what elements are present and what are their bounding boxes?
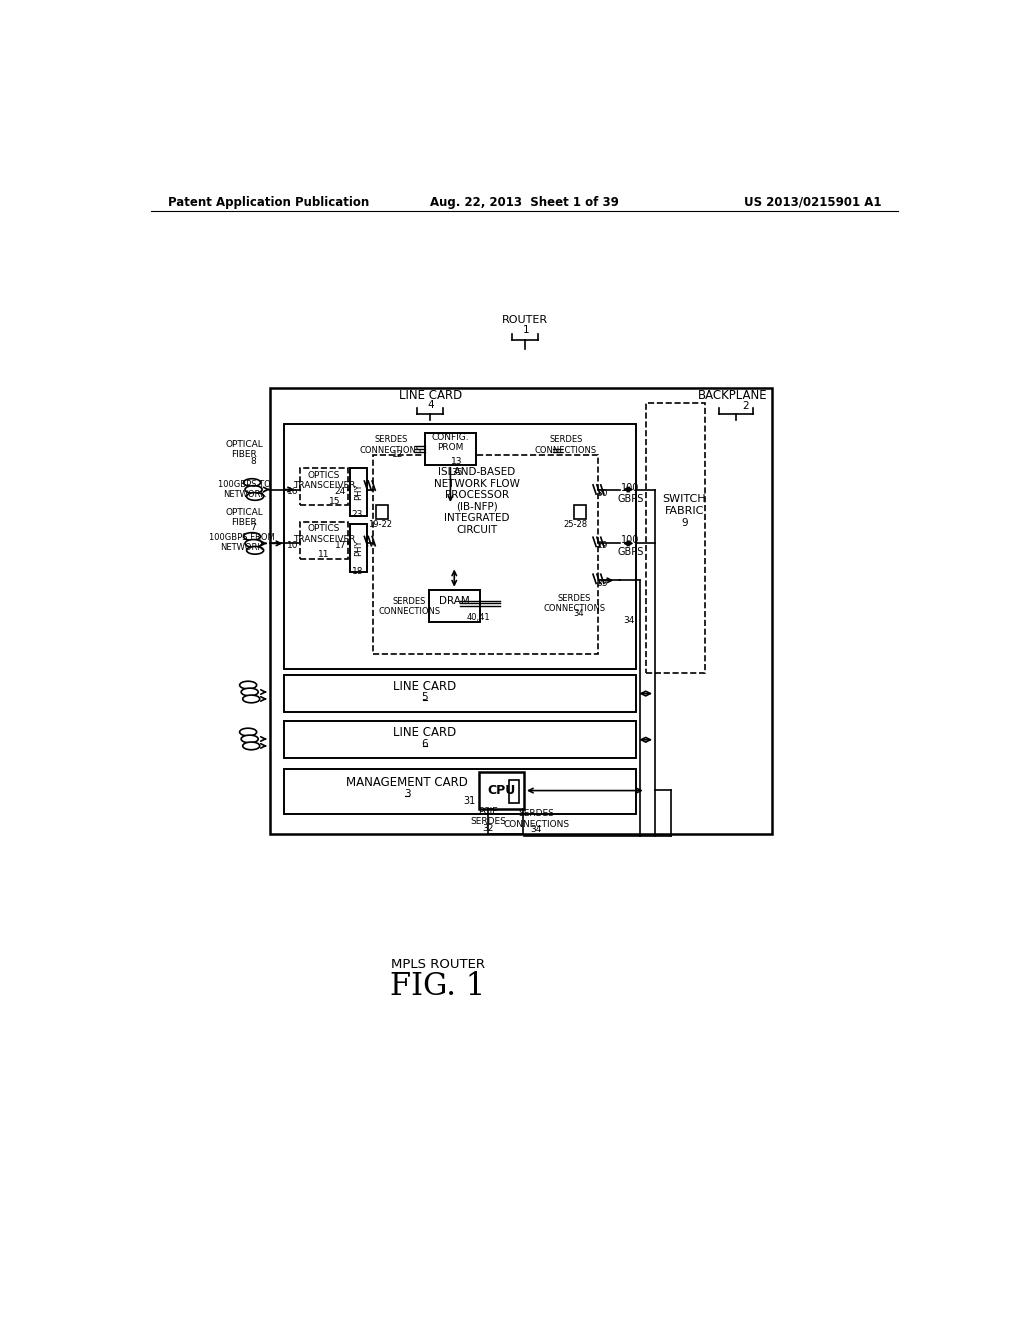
Bar	[429, 590, 480, 622]
Text: ISLAND-BASED
NETWORK FLOW
PROCESSOR
(IB-NFP)
INTEGRATED
CIRCUIT: ISLAND-BASED NETWORK FLOW PROCESSOR (IB-…	[434, 467, 520, 535]
Text: 13: 13	[451, 457, 463, 466]
Ellipse shape	[245, 486, 262, 494]
Bar	[284, 770, 636, 813]
Bar	[300, 521, 348, 558]
Text: 4: 4	[427, 400, 433, 409]
Ellipse shape	[247, 492, 263, 500]
Bar	[284, 424, 636, 669]
Text: 30: 30	[597, 488, 608, 498]
Text: SERDES
CONNECTIONS: SERDES CONNECTIONS	[535, 436, 597, 454]
Text: SERDES
CONNECTIONS: SERDES CONNECTIONS	[504, 809, 569, 829]
Ellipse shape	[240, 681, 257, 689]
Bar	[350, 469, 368, 516]
Text: PCIE
SERDES: PCIE SERDES	[470, 807, 506, 826]
Text: 34: 34	[530, 825, 542, 834]
Ellipse shape	[245, 540, 262, 548]
Text: 33: 33	[597, 579, 608, 587]
Text: 12: 12	[392, 450, 403, 459]
Text: 8: 8	[251, 457, 256, 466]
Bar	[350, 524, 368, 572]
Text: 31: 31	[463, 796, 475, 805]
Text: PHY: PHY	[354, 483, 364, 500]
Text: 100GBPS TO
NETWORK: 100GBPS TO NETWORK	[218, 479, 270, 499]
Text: 1: 1	[523, 325, 529, 335]
Bar	[270, 388, 772, 834]
Ellipse shape	[243, 696, 260, 702]
Text: DRAM: DRAM	[439, 597, 470, 606]
Text: SERDES
CONNECTIONS: SERDES CONNECTIONS	[359, 436, 422, 454]
Ellipse shape	[244, 532, 260, 540]
Text: US 2013/0215901 A1: US 2013/0215901 A1	[743, 195, 882, 209]
Text: 34: 34	[573, 609, 585, 618]
Text: 5: 5	[422, 693, 428, 702]
Text: BACKPLANE: BACKPLANE	[697, 389, 767, 403]
Bar	[646, 404, 705, 673]
Bar	[373, 455, 598, 653]
Bar	[509, 780, 518, 803]
Bar	[284, 675, 636, 711]
Text: 15: 15	[329, 496, 341, 506]
Text: 10: 10	[288, 541, 299, 550]
Text: LINE CARD: LINE CARD	[393, 680, 457, 693]
Ellipse shape	[243, 742, 260, 750]
Text: 100
GBPS: 100 GBPS	[617, 483, 643, 504]
Text: OPTICS
TRANSCEIVER: OPTICS TRANSCEIVER	[293, 524, 355, 544]
Ellipse shape	[241, 735, 258, 743]
Text: OPTICAL
FIBER: OPTICAL FIBER	[225, 440, 263, 459]
Ellipse shape	[241, 688, 258, 696]
Text: PHY: PHY	[354, 540, 364, 556]
Text: 16: 16	[288, 487, 299, 496]
Ellipse shape	[244, 479, 260, 487]
Text: 6: 6	[422, 739, 428, 748]
Text: SWITCH
FABRIC: SWITCH FABRIC	[663, 494, 707, 516]
Text: 100
GBPS: 100 GBPS	[617, 535, 643, 557]
Text: 3: 3	[403, 788, 411, 799]
Text: 19-22: 19-22	[368, 520, 392, 529]
Text: 40,41: 40,41	[467, 612, 490, 622]
Text: LINE CARD: LINE CARD	[398, 389, 462, 403]
Bar	[284, 721, 636, 758]
Text: CONFIG.
PROM: CONFIG. PROM	[431, 433, 469, 453]
Text: Patent Application Publication: Patent Application Publication	[168, 195, 370, 209]
Bar	[425, 433, 476, 465]
Text: LINE CARD: LINE CARD	[393, 726, 457, 739]
Text: 2: 2	[742, 400, 749, 411]
Text: FIG. 1: FIG. 1	[390, 972, 485, 1002]
Text: ROUTER: ROUTER	[502, 315, 548, 325]
Text: Aug. 22, 2013  Sheet 1 of 39: Aug. 22, 2013 Sheet 1 of 39	[430, 195, 620, 209]
Bar	[574, 504, 586, 519]
Text: 25-28: 25-28	[563, 520, 587, 529]
Text: 34: 34	[624, 616, 635, 624]
Bar	[479, 772, 524, 809]
Text: OPTICAL
FIBER: OPTICAL FIBER	[225, 507, 263, 527]
Text: 32: 32	[482, 824, 494, 833]
Text: SERDES
CONNECTIONS: SERDES CONNECTIONS	[544, 594, 605, 614]
Text: 24: 24	[335, 487, 346, 496]
Text: 7: 7	[251, 524, 256, 532]
Text: 23: 23	[351, 511, 364, 519]
Ellipse shape	[240, 729, 257, 737]
Text: 11: 11	[318, 549, 330, 558]
Text: MPLS ROUTER: MPLS ROUTER	[391, 958, 485, 972]
Text: OPTICS
TRANSCEIVER: OPTICS TRANSCEIVER	[293, 470, 355, 490]
Text: 35: 35	[452, 469, 463, 477]
Bar	[376, 504, 388, 519]
Bar	[300, 469, 348, 506]
Text: 18: 18	[351, 566, 364, 576]
Text: 29: 29	[597, 541, 608, 550]
Text: 100GBPS FROM
NETWORK: 100GBPS FROM NETWORK	[209, 533, 274, 552]
Text: SERDES
CONNECTIONS: SERDES CONNECTIONS	[378, 597, 440, 616]
Text: MANAGEMENT CARD: MANAGEMENT CARD	[346, 776, 468, 788]
Text: 9: 9	[681, 519, 688, 528]
Text: CPU: CPU	[487, 784, 516, 797]
Ellipse shape	[247, 546, 263, 554]
Text: 17: 17	[335, 541, 346, 550]
